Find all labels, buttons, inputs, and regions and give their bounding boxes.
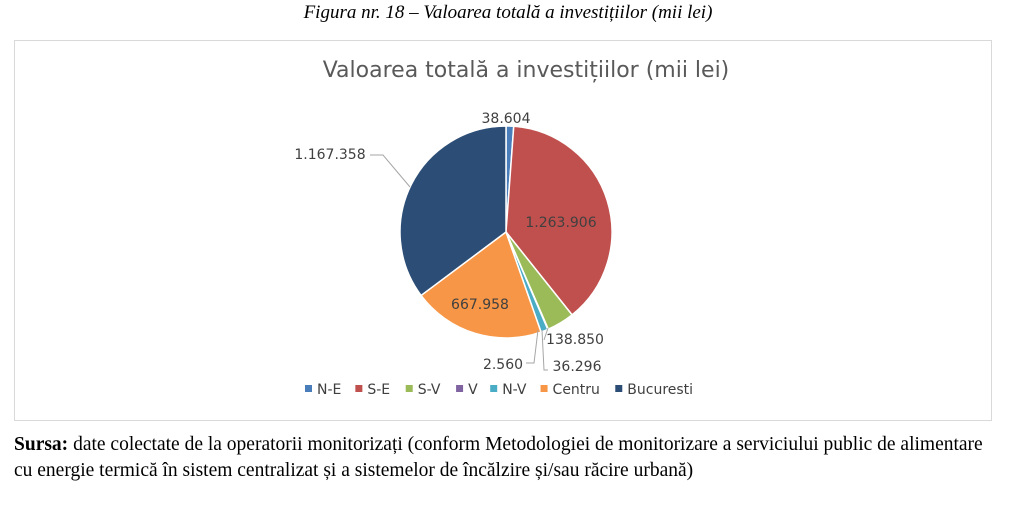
legend-swatch-s-v bbox=[405, 385, 413, 392]
data-label-s-e: 1.263.906 bbox=[525, 215, 596, 231]
data-label-bucuresti: 1.167.358 bbox=[294, 147, 365, 163]
legend-label-bucuresti: Bucuresti bbox=[627, 382, 693, 398]
chart-title: Valoarea totală a investițiilor (mii lei… bbox=[323, 58, 730, 83]
legend-label-s-v: S-V bbox=[418, 382, 441, 398]
data-label-n-e: 38.604 bbox=[482, 111, 531, 127]
pie-slice-centru bbox=[420, 230, 542, 339]
legend-swatch-v bbox=[456, 385, 464, 392]
pie-chart: Valoarea totală a investițiilor (mii lei… bbox=[294, 58, 730, 398]
legend-label-n-v: N-V bbox=[502, 382, 527, 398]
data-label-s-v: 138.850 bbox=[546, 332, 604, 348]
legend-swatch-bucuresti bbox=[615, 385, 623, 392]
legend-swatch-s-e bbox=[355, 385, 363, 392]
data-labels: 38.604 1.263.906 138.850 2.560 36.296 667.958… bbox=[294, 111, 604, 375]
legend-swatch-n-v bbox=[490, 385, 498, 392]
pie-slice-s-e bbox=[505, 125, 613, 316]
legend: N-E S-E S-V V N-V Centru Bucuresti bbox=[305, 382, 693, 398]
data-label-centru: 667.958 bbox=[451, 297, 509, 313]
source-text: date colectate de la operatorii monitori… bbox=[14, 434, 983, 481]
legend-swatch-centru bbox=[540, 385, 548, 392]
legend-label-v: V bbox=[468, 382, 478, 398]
pie-slices bbox=[399, 125, 613, 339]
legend-swatch-n-e bbox=[305, 385, 312, 392]
leader-line-s-v bbox=[543, 327, 549, 341]
legend-label-centru: Centru bbox=[553, 382, 600, 398]
legend-label-s-e: S-E bbox=[367, 382, 390, 398]
leader-line-v bbox=[526, 329, 539, 364]
leader-line-n-v bbox=[541, 329, 548, 371]
data-label-n-v: 36.296 bbox=[553, 359, 602, 375]
figure-caption: Figura nr. 18 – Valoarea totală a invest… bbox=[303, 2, 713, 23]
source-label: Sursa: bbox=[14, 434, 69, 455]
data-label-v: 2.560 bbox=[483, 357, 523, 373]
legend-label-n-e: N-E bbox=[317, 382, 341, 398]
leader-lines bbox=[370, 154, 549, 371]
pie-slice-bucuresti bbox=[399, 125, 507, 297]
source-note: Sursa: date colectate de la operatorii m… bbox=[14, 432, 1004, 484]
leader-line-bucuresti bbox=[370, 154, 411, 188]
